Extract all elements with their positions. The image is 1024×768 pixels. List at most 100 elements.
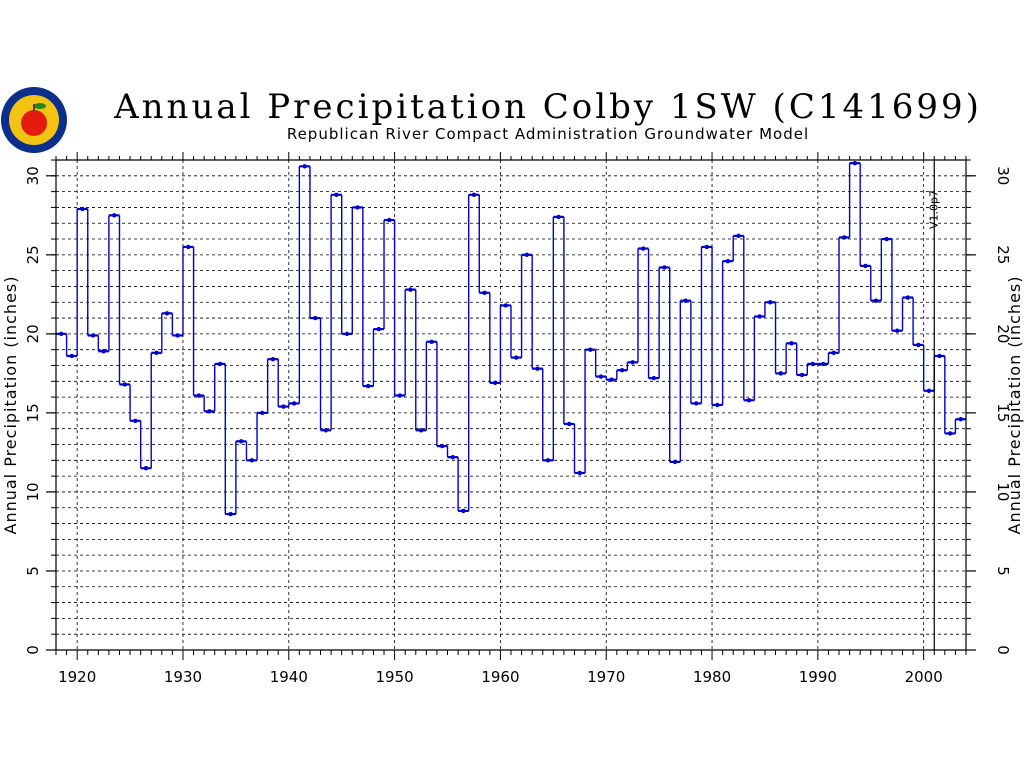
data-point: [820, 361, 826, 367]
data-point: [535, 366, 540, 371]
data-point: [947, 431, 953, 436]
data-point: [630, 360, 635, 365]
y-tick-label-right: 5: [994, 566, 1012, 576]
data-point: [810, 361, 815, 367]
data-point: [863, 263, 868, 269]
data-point: [291, 401, 297, 406]
data-point: [905, 295, 911, 300]
x-tick-label: 1950: [376, 668, 414, 686]
data-point: [916, 342, 921, 348]
data-point: [228, 511, 233, 517]
data-point: [260, 410, 265, 416]
data-point: [238, 439, 244, 444]
data-point: [757, 314, 762, 319]
y-tick-label-left: 5: [24, 566, 42, 576]
data-point: [609, 377, 614, 382]
data-point: [672, 459, 678, 465]
data-point: [302, 164, 307, 169]
data-point: [482, 290, 487, 295]
data-point: [344, 331, 350, 337]
data-point: [598, 374, 604, 379]
x-tick-label: 1980: [693, 668, 731, 686]
data-point: [683, 298, 688, 303]
data-point: [937, 353, 942, 359]
data-point: [90, 333, 96, 338]
data-point: [164, 311, 170, 316]
data-point: [133, 418, 138, 424]
data-point: [122, 382, 127, 387]
data-point: [577, 470, 582, 476]
data-point: [778, 371, 784, 376]
data-point: [387, 217, 392, 223]
data-point: [514, 355, 519, 360]
y-tick-label-right: 10: [994, 482, 1012, 501]
data-point: [704, 244, 709, 250]
chart-subtitle: Republican River Compact Administration …: [287, 125, 809, 143]
data-point: [715, 402, 720, 408]
y-tick-label-left: 30: [24, 166, 42, 185]
data-point: [725, 258, 731, 264]
data-point: [662, 265, 667, 270]
data-point: [651, 375, 657, 381]
y-tick-label-left: 0: [24, 645, 42, 655]
logo-stem: [33, 104, 35, 111]
x-tick-label: 1990: [799, 668, 837, 686]
y-tick-label-right: 30: [994, 166, 1012, 185]
data-point: [736, 233, 741, 239]
grid-lines: [56, 160, 966, 650]
data-point: [408, 287, 413, 292]
data-point: [323, 428, 329, 433]
logo-leaf: [34, 103, 46, 109]
data-point: [746, 398, 752, 403]
y-tick-label-right: 20: [994, 324, 1012, 343]
data-point: [958, 417, 963, 422]
data-point: [154, 350, 159, 356]
data-point: [524, 252, 530, 258]
data-point: [789, 341, 794, 346]
y-tick-label-left: 20: [24, 324, 42, 343]
data-point: [397, 393, 403, 398]
data-point: [641, 246, 646, 251]
x-tick-label: 2000: [905, 668, 943, 686]
data-point: [418, 428, 424, 433]
apple-seal-icon: [21, 110, 47, 136]
data-point: [461, 508, 466, 514]
data-point: [556, 214, 561, 220]
data-point: [831, 350, 836, 356]
data-point: [217, 361, 223, 367]
y-tick-label-right: 15: [994, 403, 1012, 422]
data-point: [895, 328, 900, 333]
data-point: [799, 372, 805, 378]
data-point: [884, 236, 889, 242]
data-point: [186, 244, 191, 250]
x-tick-label: 1930: [164, 668, 202, 686]
axes: 0 0 5 5 10 10 15 15 20 20 25 25 30 30 1920 1930 1940 1950…: [24, 152, 1012, 686]
data-point: [334, 192, 339, 197]
data-point: [492, 380, 498, 386]
x-tick-label: 1960: [481, 668, 519, 686]
data-point: [926, 388, 932, 393]
series-steps: [56, 162, 966, 516]
y-axis-label-right: Annual Precipitation (inches): [1005, 276, 1024, 535]
data-point: [143, 466, 149, 471]
series-points: [59, 160, 963, 517]
y-tick-label-right: 25: [994, 245, 1012, 264]
data-point: [471, 192, 477, 197]
logo: [1, 87, 67, 153]
x-tick-label: 1970: [587, 668, 625, 686]
data-point: [619, 368, 625, 373]
data-point: [429, 339, 434, 344]
data-point: [313, 315, 318, 321]
data-point: [545, 458, 551, 463]
y-tick-label-left: 15: [24, 403, 42, 422]
data-point: [59, 331, 64, 337]
data-point: [852, 160, 858, 166]
data-point: [270, 356, 276, 362]
data-point: [249, 458, 254, 463]
version-marker-label: V1.0p7: [927, 190, 940, 229]
chart-title: Annual Precipitation Colby 1SW (C141699): [113, 87, 982, 127]
x-tick-label: 1920: [58, 668, 96, 686]
y-axis-label-left: Annual Precipitation (inches): [1, 276, 20, 535]
data-point: [111, 213, 117, 218]
